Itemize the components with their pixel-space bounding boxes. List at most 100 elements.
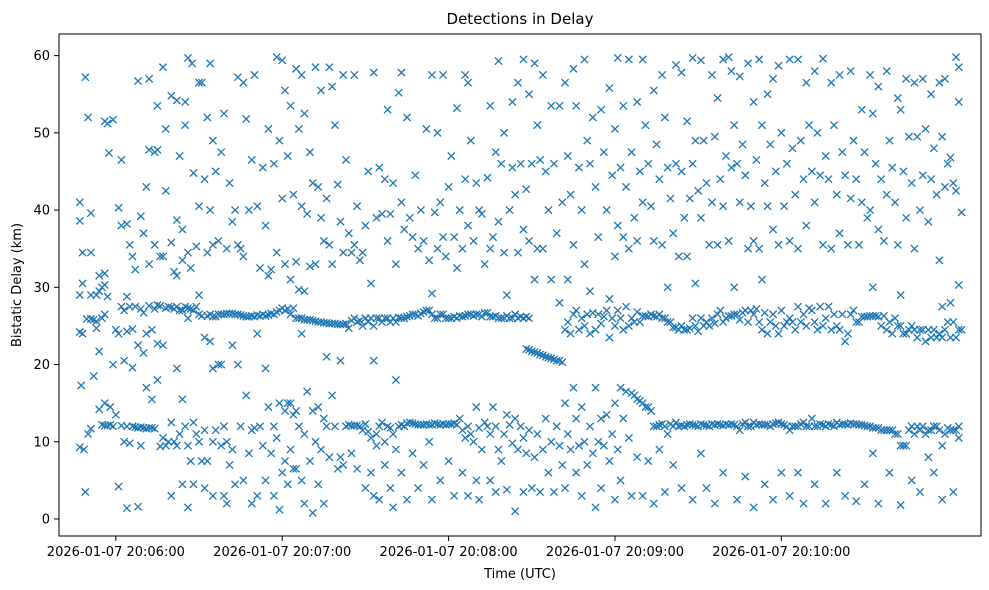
detection-point [716,306,725,315]
detection-point [183,503,193,512]
detection-point [253,329,262,338]
detection-point [732,159,742,168]
detection-point [280,260,290,269]
detection-point [574,325,583,334]
detection-point [494,56,503,66]
detection-point [677,484,686,493]
detection-point [671,418,681,427]
detection-point [311,260,320,269]
detection-point [516,422,525,431]
detection-point [874,499,883,508]
detection-point [796,318,805,327]
plot-frame [58,33,982,537]
detection-point [264,124,273,134]
detection-point [383,105,392,114]
detection-point [727,419,736,429]
detection-point [136,304,145,314]
detection-point [807,306,816,315]
detection-point [683,117,692,126]
x-axis-ticks: 2026-01-07 20:06:00 2026-01-07 20:07:00 20… [47,536,850,560]
detection-point [663,283,672,292]
detection-point [732,495,742,504]
detection-point [128,324,137,334]
detection-point [691,321,700,330]
detection-point [508,163,517,172]
detection-point [866,70,875,79]
detection-point [430,314,439,323]
detection-point [943,159,952,168]
detection-point [78,248,87,257]
detection-point [646,406,656,415]
detection-point [954,97,963,107]
detection-point [161,441,170,450]
detection-point [735,198,744,207]
detection-point [561,325,570,334]
detection-point [713,94,722,103]
detection-point [785,236,794,246]
detection-point [358,248,367,257]
detection-point [541,414,550,423]
detection-point [272,433,281,442]
detection-point [319,499,328,508]
detection-point [350,240,359,249]
detection-point [391,260,400,269]
detection-point [766,318,775,327]
detection-point [699,136,708,145]
detection-point [194,437,204,446]
detection-point [766,140,775,149]
detection-point [821,499,830,508]
detection-point [192,302,201,311]
detection-point [511,507,520,516]
detection-point [167,418,176,427]
detection-point [244,206,254,215]
detection-point [785,491,794,500]
detection-point [685,324,694,333]
detection-point [377,209,387,219]
detection-point [655,445,664,454]
detection-point [910,78,919,87]
detection-point [117,155,126,164]
detection-point [885,318,894,327]
detection-point [660,422,669,431]
detection-point [200,426,209,435]
detection-point [283,399,292,408]
detection-point [178,480,187,489]
detection-point [450,233,459,242]
detection-point [613,306,622,315]
detection-point [763,90,772,99]
detection-point [838,310,847,319]
detection-point [164,302,173,311]
detection-point [841,337,850,346]
detection-point [145,74,154,83]
detection-point [236,244,245,253]
detection-point [777,128,786,137]
detection-point [680,213,689,222]
detection-point [269,491,278,500]
detection-point [835,229,844,238]
detection-point [610,321,620,330]
detection-point [691,136,700,145]
detection-point [835,325,844,334]
detection-point [433,128,442,137]
detection-point [419,236,428,246]
detection-point [181,121,190,130]
detection-point [741,472,750,481]
detection-point [904,426,913,435]
detection-point [921,337,930,346]
detection-point [206,337,215,346]
detection-point [660,113,669,122]
detection-point [946,153,955,162]
detection-point [347,449,356,458]
detection-point [702,178,711,188]
detection-point [311,437,320,446]
detection-point [225,178,234,188]
detection-point [663,163,672,172]
detection-point [810,198,819,207]
detection-point [247,499,256,508]
detection-point [877,175,886,184]
detection-point [264,402,273,412]
detection-point [372,213,381,222]
detection-point [660,487,669,497]
detection-point [297,202,306,211]
detection-point [463,221,473,230]
